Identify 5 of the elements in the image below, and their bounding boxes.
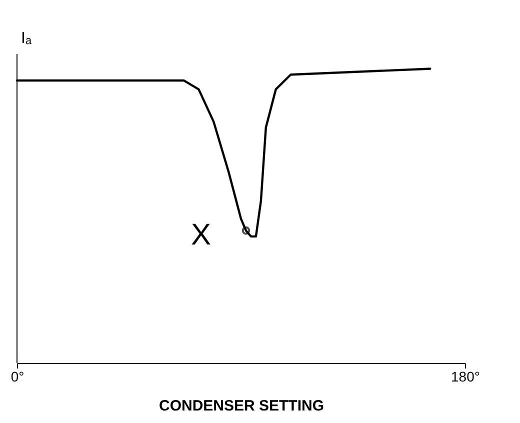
x-tick-label: 180°	[451, 368, 480, 384]
annotation: X	[190, 218, 211, 252]
x-tick-label: 0°	[10, 368, 24, 384]
y-axis-title: Iₐ	[21, 30, 32, 47]
x-axis-title: CONDENSER SETTING	[158, 398, 324, 414]
